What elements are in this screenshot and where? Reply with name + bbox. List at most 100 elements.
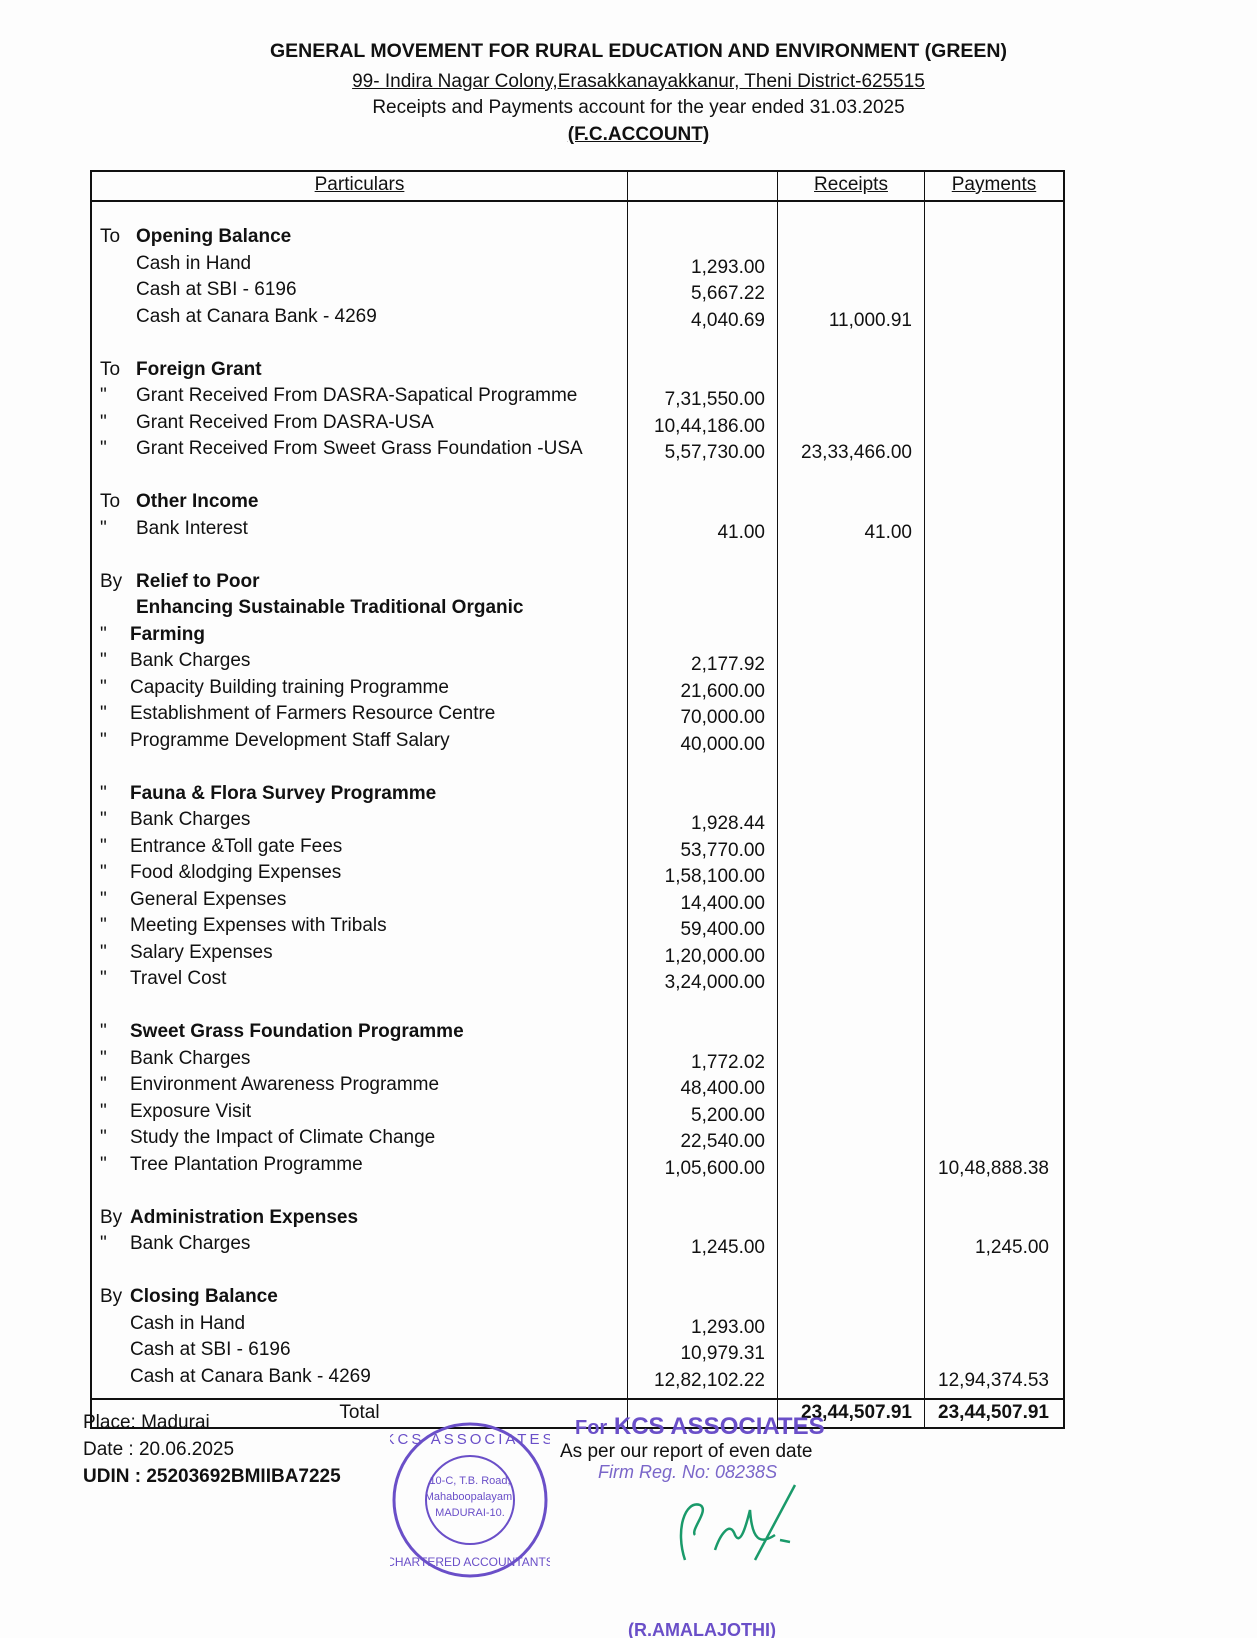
payments-cell — [924, 383, 1063, 410]
table-body: To Opening Balance Cash in Hand 1,293.00 Cas… — [92, 224, 1063, 1391]
total-receipts: 23,44,507.91 — [777, 1400, 924, 1427]
amount-cell — [627, 780, 777, 807]
payments-cell — [924, 621, 1063, 648]
row-prefix: " — [100, 809, 107, 830]
receipts-cell — [777, 250, 924, 277]
particulars-cell: " Travel Cost — [92, 966, 627, 993]
amount-cell: 59,400.00 — [627, 913, 777, 940]
receipts-cell: 23,33,466.00 — [777, 436, 924, 463]
amount-cell: 1,928.44 — [627, 807, 777, 834]
payments-cell — [924, 992, 1063, 1019]
particulars-cell: " Grant Received From DASRA-Sapatical Pro… — [92, 383, 627, 410]
row-prefix: " — [100, 941, 107, 963]
table-row: " Sweet Grass Foundation Programme — [92, 1019, 1063, 1046]
amount-cell: 12,82,102.22 — [627, 1363, 777, 1391]
row-prefix: " — [100, 1100, 107, 1122]
row-prefix: " — [100, 862, 107, 883]
payments-cell — [924, 409, 1063, 436]
payments-cell — [924, 1019, 1063, 1046]
blank-row — [92, 542, 1063, 569]
amount-cell: 7,31,550.00 — [627, 383, 777, 410]
row-label: Closing Balance — [130, 1286, 278, 1307]
payments-cell — [924, 807, 1063, 834]
total-row: Total 23,44,507.91 23,44,507.91 — [92, 1398, 1063, 1427]
table-row: " Bank Charges 1,772.02 — [92, 1045, 1063, 1073]
particulars-cell: By Closing Balance — [92, 1284, 627, 1311]
amount-cell: 1,293.00 — [627, 250, 777, 278]
row-prefix: " — [100, 411, 107, 433]
blank-row — [92, 330, 1063, 357]
table-row: " Study the Impact of Climate Change 22,54… — [92, 1125, 1063, 1152]
row-prefix: To — [100, 358, 121, 380]
svg-text:MADURAI-10.: MADURAI-10. — [435, 1507, 505, 1519]
table-row: " Salary Expenses 1,20,000.00 — [92, 939, 1063, 967]
particulars-cell: " Farming — [92, 622, 627, 649]
amount-cell: 5,57,730.00 — [627, 436, 777, 463]
payments-cell — [924, 727, 1063, 754]
table-row: " Fauna & Flora Survey Programme — [92, 780, 1063, 807]
row-label: Capacity Building training Programme — [130, 676, 449, 698]
row-prefix: By — [100, 1286, 123, 1307]
payments-cell — [924, 568, 1063, 595]
particulars-cell — [92, 1258, 627, 1285]
table-row: " Capacity Building training Programme 21,… — [92, 674, 1063, 702]
payments-cell — [924, 648, 1063, 675]
particulars-cell — [92, 463, 627, 490]
row-label: Cash at SBI - 6196 — [136, 279, 297, 300]
particulars-cell: " Bank Charges — [92, 1231, 627, 1258]
col-receipts: Receipts — [777, 172, 924, 200]
row-label: Entrance &Toll gate Fees — [130, 835, 343, 857]
receipts-cell — [777, 648, 924, 675]
svg-text:Mahaboopalayam,: Mahaboopalayam, — [425, 1491, 516, 1503]
place: Place: Madurai — [83, 1412, 210, 1433]
amount-cell — [627, 754, 777, 781]
particulars-cell: " Capacity Building training Programme — [92, 675, 627, 702]
receipts-cell — [777, 356, 924, 383]
amount-cell: 5,200.00 — [627, 1098, 777, 1126]
particulars-cell: Cash at SBI - 6196 — [92, 277, 627, 304]
row-label: Grant Received From DASRA-USA — [136, 411, 434, 433]
particulars-cell: Cash at Canara Bank - 4269 — [92, 304, 627, 331]
org-name: GENERAL MOVEMENT FOR RURAL EDUCATION AND… — [269, 40, 1008, 62]
blank-row — [92, 1257, 1063, 1285]
particulars-cell: To Opening Balance — [92, 224, 627, 251]
receipts-cell — [777, 860, 924, 887]
table-row: To Opening Balance — [92, 224, 1063, 251]
receipts-cell — [777, 1125, 924, 1152]
table-row: " Bank Charges 2,177.92 — [92, 648, 1063, 675]
date: Date : 20.06.2025 — [83, 1439, 235, 1460]
payments-cell — [924, 1072, 1063, 1099]
row-label: Other Income — [136, 491, 259, 512]
amount-cell: 21,600.00 — [627, 674, 777, 702]
row-prefix: " — [100, 1047, 107, 1069]
signature-icon — [679, 1484, 797, 1561]
payments-cell — [924, 515, 1063, 542]
row-label: Bank Interest — [136, 517, 248, 539]
payments-cell — [924, 436, 1063, 463]
svg-text:10-C, T.B. Road,: 10-C, T.B. Road, — [429, 1475, 510, 1487]
spacer — [92, 1390, 1063, 1398]
row-prefix: " — [100, 1021, 107, 1042]
amount-cell: 1,245.00 — [627, 1231, 777, 1258]
particulars-cell: " Entrance &Toll gate Fees — [92, 834, 627, 861]
particulars-cell: By Administration Expenses — [92, 1205, 627, 1232]
payments-cell — [924, 780, 1063, 807]
receipts-cell — [777, 1284, 924, 1311]
receipts-cell — [777, 277, 924, 304]
particulars-cell: Cash in Hand — [92, 1311, 627, 1338]
table-row: Cash at Canara Bank - 4269 12,82,102.22 12… — [92, 1363, 1063, 1391]
particulars-cell — [92, 330, 627, 357]
row-label: Exposure Visit — [130, 1100, 252, 1122]
table-row: " Environment Awareness Programme 48,400.0… — [92, 1072, 1063, 1099]
row-prefix: To — [100, 226, 121, 247]
receipts-cell — [777, 1363, 924, 1390]
row-label: Administration Expenses — [130, 1206, 359, 1228]
row-prefix: " — [100, 1127, 107, 1148]
payments-cell — [924, 1178, 1063, 1205]
amount-cell: 14,400.00 — [627, 886, 777, 914]
particulars-cell: " Establishment of Farmers Resource Centr… — [92, 701, 627, 728]
row-label: Salary Expenses — [130, 941, 273, 963]
particulars-cell — [92, 542, 627, 569]
table-row: " Bank Charges 1,245.00 1,245.00 — [92, 1231, 1063, 1258]
statement-title: Receipts and Payments account for the ye… — [372, 97, 905, 118]
